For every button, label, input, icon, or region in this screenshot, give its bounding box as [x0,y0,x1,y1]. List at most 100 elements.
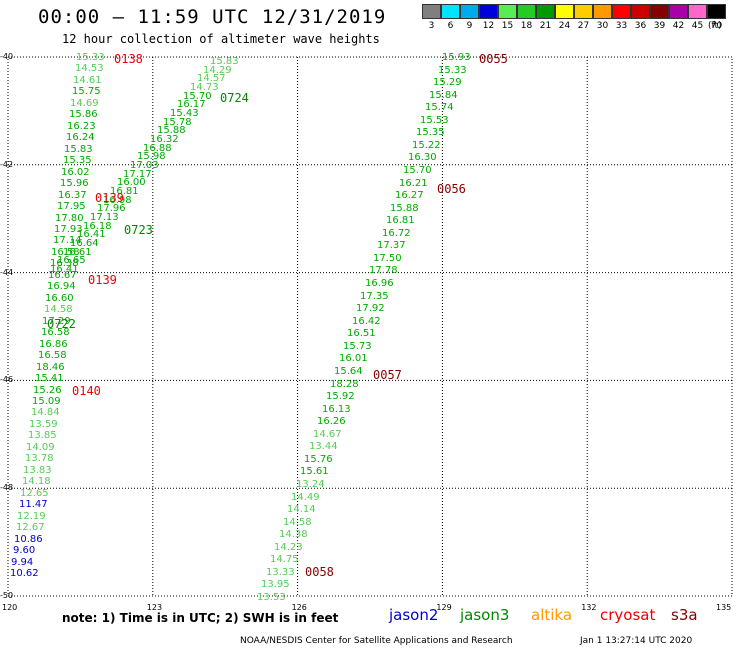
wave-height-value: 16.86 [39,339,68,350]
wave-height-value: 15.64 [334,366,363,377]
wave-height-value: 14.58 [283,517,312,528]
wave-height-value: 15.73 [343,341,372,352]
legend-swatch [517,4,536,19]
wave-height-value: 16.81 [110,186,139,197]
wave-height-value: 13.53 [257,592,286,603]
time-mark-label: 0724 [220,91,249,105]
wave-height-value: 16.41 [50,264,79,275]
wave-height-value: 17.93 [54,224,83,235]
satellite-legend-s3a: s3a [671,606,698,624]
wave-height-value: 13.85 [28,430,57,441]
wave-height-value: 14.29 [203,65,232,76]
note-text: note: 1) Time is in UTC; 2) SWH is in fe… [62,611,339,625]
wave-height-value: 15.86 [69,109,98,120]
wave-height-value: 18.28 [330,379,359,390]
time-mark-label: 0138 [114,52,143,66]
legend-swatch [612,4,631,19]
wave-height-value: 15.22 [412,140,441,151]
wave-height-value: 15.35 [63,155,92,166]
wave-height-value: 11.47 [19,499,48,510]
legend-swatch [441,4,460,19]
wave-height-value: 17.96 [97,203,126,214]
wave-height-value: 16.26 [317,416,346,427]
wave-height-value: 15.70 [183,91,212,102]
wave-height-value: 16.41 [77,229,106,240]
map-subtitle: 12 hour collection of altimeter wave hei… [62,32,380,46]
wave-height-value: 16.02 [61,167,90,178]
legend-label: 12 [482,21,495,31]
footer-source: NOAA/NESDIS Center for Satellite Applica… [240,636,513,646]
wave-height-value: 15.98 [137,151,166,162]
footer-timestamp: Jan 1 13:27:14 UTC 2020 [580,636,693,646]
wave-height-value: 15.33 [438,65,467,76]
wave-height-value: 15.41 [35,373,64,384]
wave-height-value: 13.95 [261,579,290,590]
legend-swatch [650,4,669,19]
wave-height-value: 13.33 [266,567,295,578]
wave-height-value: 16.72 [382,228,411,239]
legend-label: 3 [428,21,435,31]
wave-height-value: 15.29 [433,77,462,88]
wave-height-value: 16.61 [63,247,92,258]
wave-height-value: 14.14 [287,504,316,515]
legend-swatch [479,4,498,19]
wave-height-value: 14.58 [44,304,73,315]
legend-label: 9 [466,21,473,31]
wave-height-value: 9.60 [13,545,36,556]
legend-label: 30 [596,21,609,31]
wave-height-value: 16.65 [57,255,86,266]
wave-height-value: 14.53 [75,63,104,74]
wave-height-value: 16.30 [408,152,437,163]
legend-swatch [498,4,517,19]
wave-height-value: 14.69 [70,98,99,109]
wave-height-value: 16.58 [38,350,67,361]
legend-label: 24 [558,21,571,31]
map-frame [7,56,733,597]
wave-height-value: 15.88 [390,203,419,214]
legend-label: 39 [653,21,666,31]
wave-height-value: 15.83 [210,56,239,67]
wave-height-value: 12.67 [16,522,45,533]
wave-height-value: 16.32 [150,134,179,145]
wave-height-value: 15.93 [442,52,471,63]
wave-height-value: 16.81 [386,215,415,226]
latitude-label: -48 [0,483,14,493]
wave-height-value: 15.88 [157,125,186,136]
wave-height-value: 14.84 [31,407,60,418]
wave-height-value: 16.67 [48,270,77,281]
wave-height-value: 16.00 [117,177,146,188]
wave-height-value: 17.80 [55,213,84,224]
legend-label: 70 [710,21,723,31]
wave-height-value: 16.21 [399,178,428,189]
latitude-label: -50 [0,591,14,600]
longitude-label: 129 [436,603,452,612]
wave-height-value: 16.94 [47,281,76,292]
legend-label: 18 [520,21,533,31]
satellite-legend-cryosat: cryosat [600,606,656,624]
wave-height-value: 17.14 [53,235,82,246]
wave-height-value: 15.53 [420,115,449,126]
wave-height-value: 16.42 [352,316,381,327]
satellite-legend-jason3: jason3 [460,606,510,624]
wave-height-value: 18.46 [36,362,65,373]
wave-height-value: 15.35 [416,127,445,138]
wave-height-value: 13.59 [29,419,58,430]
wave-height-value: 15.09 [32,396,61,407]
wave-height-value: 17.03 [130,160,159,171]
wave-height-value: 12.19 [17,511,46,522]
latitude-label: -42 [0,159,14,169]
wave-height-value: 13.78 [25,453,54,464]
longitude-label: 123 [146,603,163,612]
wave-height-value: 9.94 [11,557,34,568]
time-mark-label: 0058 [305,565,334,579]
time-mark-label: 0140 [72,384,101,398]
satellite-legend-altika: altika [531,606,573,624]
time-mark-label: 0723 [124,223,153,237]
legend-label: 15 [501,21,514,31]
wave-height-value: 10.86 [14,534,43,545]
wave-height-value: 16.01 [339,353,368,364]
legend-label: 36 [634,21,647,31]
longitude-label: 132 [581,603,597,612]
wave-height-value: 15.96 [60,178,89,189]
